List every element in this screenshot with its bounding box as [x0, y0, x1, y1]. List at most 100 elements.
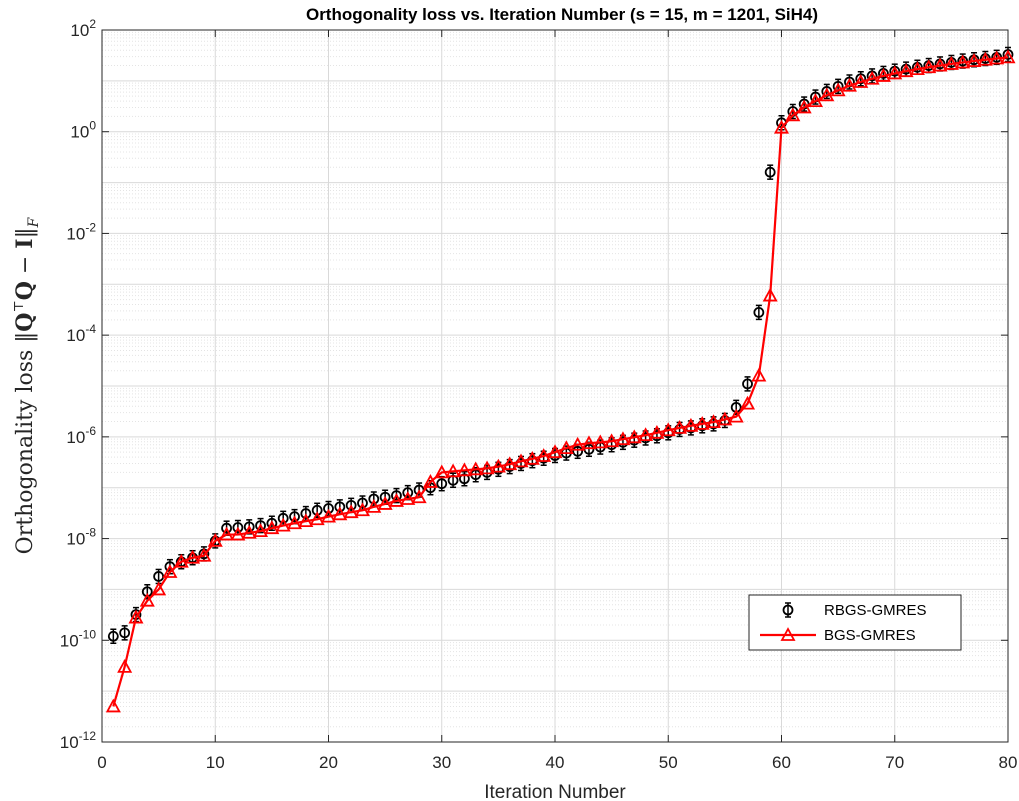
x-tick-label: 50	[659, 753, 678, 772]
data-point	[717, 411, 733, 426]
data-point	[241, 524, 257, 539]
data-point	[468, 461, 484, 476]
x-tick-label: 40	[546, 753, 565, 772]
x-tick-label: 80	[999, 753, 1018, 772]
y-tick-label: 10-12	[60, 729, 97, 752]
data-point	[219, 526, 235, 541]
y-tick-label: 102	[70, 17, 96, 40]
legend-entry: RBGS-GMRES	[782, 602, 927, 619]
series-bgs-gmres	[105, 49, 1016, 713]
data-point	[354, 502, 370, 517]
data-point	[558, 440, 574, 455]
data-point	[422, 474, 438, 488]
data-point	[570, 436, 586, 451]
data-point	[119, 625, 131, 641]
x-tick-label: 60	[772, 753, 791, 772]
data-point	[490, 458, 506, 473]
axes	[101, 29, 1009, 743]
legend-entry: BGS-GMRES	[760, 627, 916, 644]
y-tick-label: 10-8	[66, 526, 96, 549]
legend-swatch-marker	[782, 602, 794, 618]
legend: RBGS-GMRES BGS-GMRES	[748, 594, 962, 651]
data-point	[128, 609, 144, 624]
data-point	[230, 526, 246, 541]
data-point	[753, 304, 765, 321]
data-point	[875, 68, 891, 82]
data-point	[898, 63, 914, 78]
data-point	[626, 429, 642, 444]
x-tick-label: 0	[97, 753, 106, 772]
data-point	[411, 489, 427, 504]
data-point	[400, 491, 416, 505]
data-point	[773, 119, 790, 134]
data-point	[694, 415, 710, 430]
data-point	[604, 433, 620, 448]
data-point	[253, 523, 269, 538]
data-point	[207, 533, 223, 547]
data-point	[592, 434, 608, 449]
data-point	[796, 99, 812, 114]
data-point	[153, 568, 165, 585]
data-point	[320, 508, 337, 523]
data-point	[309, 511, 325, 526]
data-point	[921, 59, 937, 74]
data-point	[909, 61, 925, 76]
data-point	[764, 164, 776, 180]
data-point	[547, 444, 563, 459]
series-layer	[105, 46, 1016, 713]
data-point	[751, 367, 767, 382]
data-point	[943, 56, 959, 70]
data-point	[107, 628, 119, 645]
x-tick-label: 20	[319, 753, 338, 772]
data-point	[173, 553, 189, 568]
data-point	[185, 549, 201, 564]
data-point	[388, 493, 404, 507]
y-tick-label: 10-2	[66, 220, 96, 243]
grid	[101, 29, 1009, 743]
x-axis-label: Iteration Number	[484, 782, 626, 801]
data-point	[830, 82, 846, 97]
data-point	[966, 53, 982, 67]
data-point	[887, 65, 903, 80]
data-point	[434, 464, 450, 479]
data-point	[841, 77, 857, 92]
data-point	[139, 592, 155, 607]
data-point	[989, 50, 1005, 65]
data-point	[151, 581, 167, 596]
data-point	[819, 87, 835, 102]
data-point	[479, 460, 495, 475]
y-tick-label: 10-10	[60, 627, 97, 650]
data-point	[742, 376, 753, 392]
data-point	[581, 435, 597, 450]
data-point	[1000, 49, 1016, 64]
data-point	[536, 448, 552, 462]
data-point	[162, 564, 178, 578]
data-point	[524, 450, 540, 465]
y-tick-labels: 102 100 10-2 10-4 10-6 10-8 10-10 10-12	[60, 17, 97, 752]
data-point	[706, 414, 722, 429]
chart-title: Orthogonality loss vs. Iteration Number …	[306, 5, 818, 24]
data-point	[672, 420, 688, 434]
data-point	[649, 424, 665, 439]
svg-text:Orthogonality loss ‖Q⊤Q − I‖F: Orthogonality loss ‖Q⊤Q − I‖F	[12, 216, 42, 554]
data-point	[513, 453, 529, 468]
x-tick-labels: 0 10 20 30 40 50 60 70 80	[97, 753, 1017, 772]
data-point	[932, 57, 948, 72]
x-tick-label: 70	[885, 753, 904, 772]
data-point	[740, 395, 756, 410]
y-tick-label: 100	[70, 119, 96, 142]
data-point	[366, 498, 382, 513]
data-point	[105, 698, 121, 713]
x-tick-label: 30	[432, 753, 451, 772]
data-point	[977, 51, 993, 66]
data-point	[638, 427, 654, 442]
data-point	[853, 74, 869, 88]
data-point	[615, 431, 631, 446]
data-point	[502, 456, 518, 471]
data-point	[445, 463, 461, 478]
data-point	[117, 658, 133, 673]
x-tick-label: 10	[206, 753, 225, 772]
data-point	[660, 422, 676, 437]
data-point	[287, 515, 303, 530]
data-point	[275, 517, 291, 532]
